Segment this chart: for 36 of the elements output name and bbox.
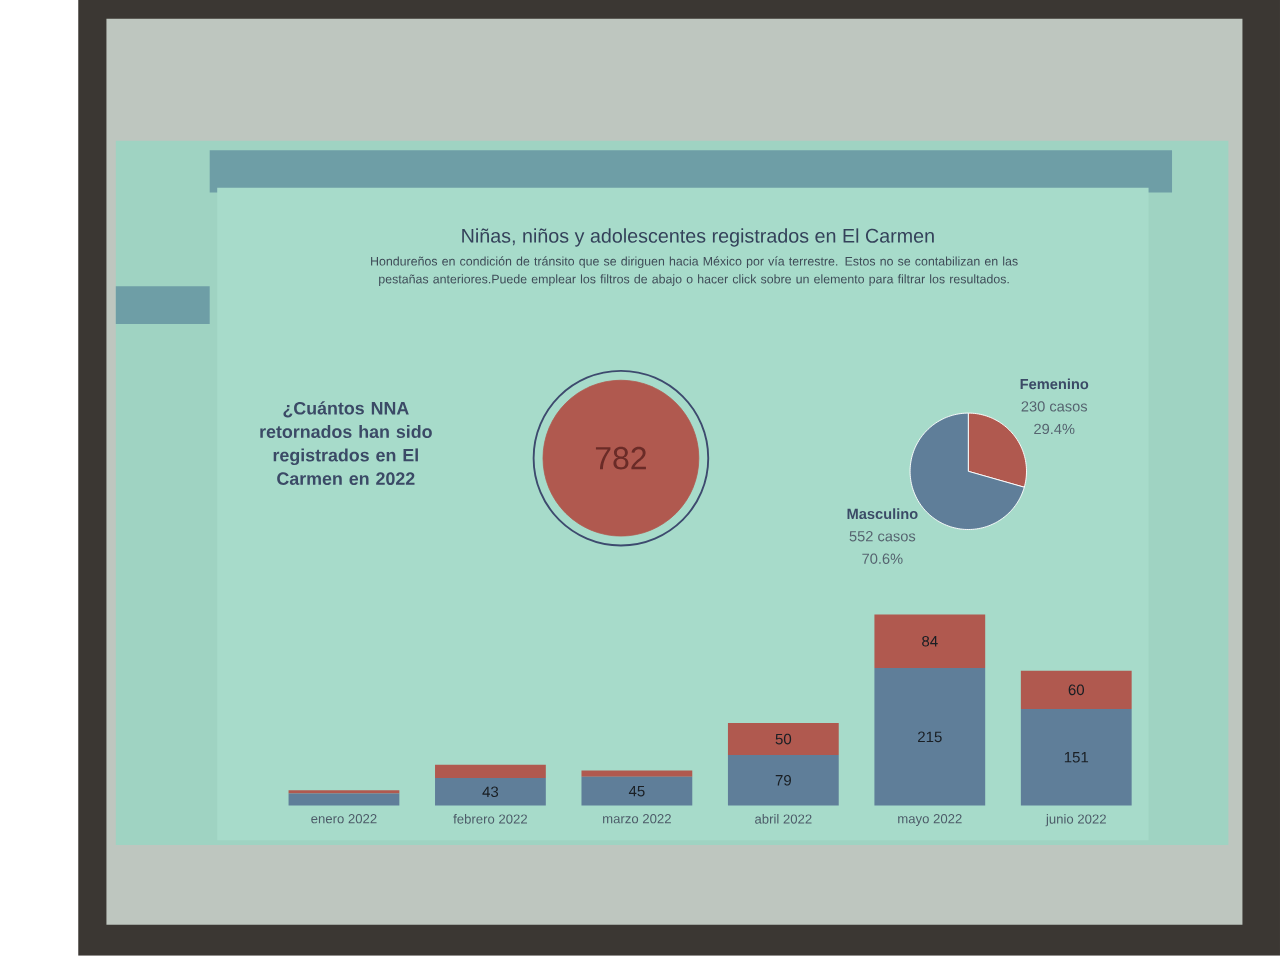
bar: [874, 668, 986, 806]
data-label: 50: [775, 733, 792, 745]
text: ¿Cuántos NNA retornados han sido registrados en El Carmen en 2022: [260, 401, 432, 486]
bar: [727, 723, 839, 756]
text: Hondureños en condición de tránsito que se diriguen hacia México por vía terrestre. Estos no se contabilizan en las pestañas anteriores.Puede emplear los filtros de abajo o hacer click sobre un elemento para filtrar los resultados.: [371, 256, 1018, 287]
x-tick-label: mayo 2022: [898, 814, 962, 827]
data-label: 782: [595, 446, 646, 470]
data-label: 151: [1064, 752, 1089, 763]
text: 29.4%: [1034, 423, 1075, 435]
x-tick-label: marzo 2022: [603, 814, 671, 824]
data-label: 43: [482, 786, 499, 798]
slice-label: Femenino: [1020, 378, 1089, 390]
bar: [874, 614, 986, 669]
text: Niñas, niños y adolescentes registrados en El Carmen: [462, 228, 934, 247]
data-label: 79: [775, 775, 791, 786]
bar: [1020, 709, 1132, 806]
x-tick-label: abril 2022: [755, 814, 812, 824]
bar: [288, 790, 400, 794]
bar: [581, 770, 693, 777]
x-tick-label: junio 2022: [1045, 814, 1106, 827]
bar: [581, 776, 693, 806]
bar: [435, 778, 546, 806]
data-label: 84: [922, 636, 938, 647]
text: 70.6%: [862, 553, 903, 565]
bar: [727, 755, 839, 806]
data-label: 552 casos: [849, 531, 916, 542]
bar: [288, 793, 400, 806]
data-label: 215: [918, 731, 942, 743]
slice-label: Masculino: [847, 508, 918, 520]
bar: [1020, 670, 1132, 710]
x-tick-label: enero 2022: [311, 814, 377, 824]
data-label: 60: [1068, 684, 1085, 696]
x-tick-label: febrero 2022: [453, 814, 528, 824]
data-label: 45: [628, 786, 645, 797]
bar: [435, 764, 546, 779]
data-label: 230 casos: [1021, 401, 1088, 412]
